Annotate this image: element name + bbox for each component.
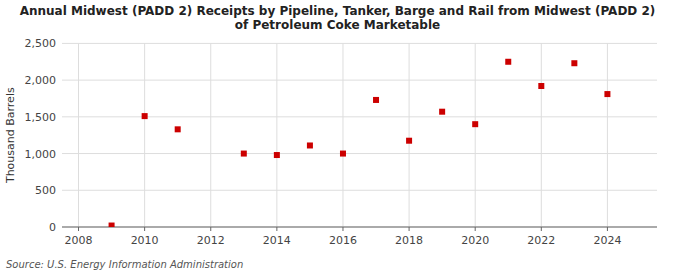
point	[505, 59, 511, 65]
chart-container: Annual Midwest (PADD 2) Receipts by Pipe…	[0, 0, 675, 275]
x-tick	[144, 227, 145, 231]
point	[373, 97, 379, 103]
x-axis-line	[62, 227, 657, 228]
point	[307, 142, 313, 148]
point	[439, 109, 445, 115]
x-grid-line	[607, 43, 608, 227]
y-tick-label: 500	[35, 184, 56, 197]
page: {"chart_data": {"type": "scatter", "titl…	[0, 0, 675, 275]
point	[241, 151, 247, 157]
x-tick	[541, 227, 542, 231]
x-grid-line	[475, 43, 476, 227]
y-tick-label: 1,500	[25, 111, 57, 124]
point	[538, 83, 544, 89]
y-grid-line	[62, 43, 657, 44]
x-tick-label: 2018	[395, 234, 423, 247]
point	[274, 152, 280, 158]
y-tick-label: 2,000	[25, 74, 57, 87]
x-grid-line	[210, 43, 211, 227]
y-tick-label: 2,500	[25, 37, 57, 50]
y-grid-line	[62, 227, 657, 228]
title: Annual Midwest (PADD 2) Receipts by Pipe…	[20, 4, 656, 32]
x-grid-line	[276, 43, 277, 227]
chart-svg: Annual Midwest (PADD 2) Receipts by Pipe…	[0, 0, 675, 275]
x-tick-label: 2010	[131, 234, 159, 247]
x-tick-label: 2024	[593, 234, 621, 247]
title-line: Annual Midwest (PADD 2) Receipts by Pipe…	[20, 4, 656, 18]
source: Source: U.S. Energy Information Administ…	[6, 259, 243, 270]
point	[472, 121, 478, 127]
y-grid-line	[62, 80, 657, 81]
y-tick-label: 1,000	[25, 148, 57, 161]
x-tick-label: 2008	[65, 234, 93, 247]
point	[175, 126, 181, 132]
points	[109, 59, 611, 227]
x-grid-line	[342, 43, 343, 227]
x-grid-line	[78, 43, 79, 227]
x-tick	[409, 227, 410, 231]
x-tick-label: 2016	[329, 234, 357, 247]
y-grid-line	[62, 116, 657, 117]
x-tick	[78, 227, 79, 231]
x-tick	[210, 227, 211, 231]
x-tick-label: 2012	[197, 234, 225, 247]
grid	[62, 43, 657, 227]
point	[604, 91, 610, 97]
y-grid-line	[62, 153, 657, 154]
y-tick-label: 0	[49, 221, 56, 234]
x-tick	[607, 227, 608, 231]
axes: 0 500 1,000 1,500 2,000 2,500 2008 2010 2012 2014…	[25, 37, 658, 247]
y-axis-label: Thousand Barrels	[4, 87, 17, 184]
x-grid-line	[409, 43, 410, 227]
x-grid-line	[541, 43, 542, 227]
x-tick-label: 2022	[527, 234, 555, 247]
point	[406, 138, 412, 144]
x-tick-label: 2020	[461, 234, 489, 247]
point	[571, 60, 577, 66]
x-tick	[475, 227, 476, 231]
y-grid-line	[62, 190, 657, 191]
title-line: of Petroleum Coke Marketable	[235, 18, 440, 32]
x-tick	[342, 227, 343, 231]
point	[109, 223, 115, 227]
point	[340, 151, 346, 157]
x-tick	[276, 227, 277, 231]
point	[142, 113, 148, 119]
x-grid-line	[144, 43, 145, 227]
x-tick-label: 2014	[263, 234, 291, 247]
